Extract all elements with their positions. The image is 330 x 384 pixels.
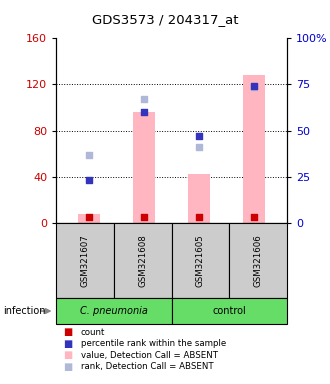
Text: ■: ■: [63, 327, 72, 337]
Text: C. pneumonia: C. pneumonia: [80, 306, 148, 316]
Point: [142, 96, 147, 103]
Text: GSM321607: GSM321607: [81, 234, 89, 286]
Point: [142, 214, 147, 220]
Point: [251, 83, 257, 89]
Point: [251, 84, 257, 90]
Text: control: control: [213, 306, 246, 316]
Text: count: count: [81, 328, 105, 337]
Point: [142, 109, 147, 115]
Text: GSM321608: GSM321608: [138, 234, 147, 286]
Text: GSM321606: GSM321606: [254, 234, 263, 286]
Bar: [78, 214, 100, 223]
Point: [196, 133, 202, 139]
Point: [86, 177, 92, 184]
Bar: [188, 174, 210, 223]
Point: [196, 144, 202, 150]
Text: percentile rank within the sample: percentile rank within the sample: [81, 339, 226, 348]
Text: ■: ■: [63, 362, 72, 372]
Text: ■: ■: [63, 350, 72, 360]
Text: GSM321605: GSM321605: [196, 234, 205, 286]
Bar: [243, 75, 265, 223]
Text: rank, Detection Call = ABSENT: rank, Detection Call = ABSENT: [81, 362, 214, 371]
Bar: [133, 112, 155, 223]
Point: [86, 214, 92, 220]
Point: [86, 152, 92, 158]
Point: [251, 214, 257, 220]
Text: infection: infection: [3, 306, 46, 316]
Text: value, Detection Call = ABSENT: value, Detection Call = ABSENT: [81, 351, 218, 360]
Text: GDS3573 / 204317_at: GDS3573 / 204317_at: [92, 13, 238, 26]
Text: ■: ■: [63, 339, 72, 349]
Point: [196, 214, 202, 220]
